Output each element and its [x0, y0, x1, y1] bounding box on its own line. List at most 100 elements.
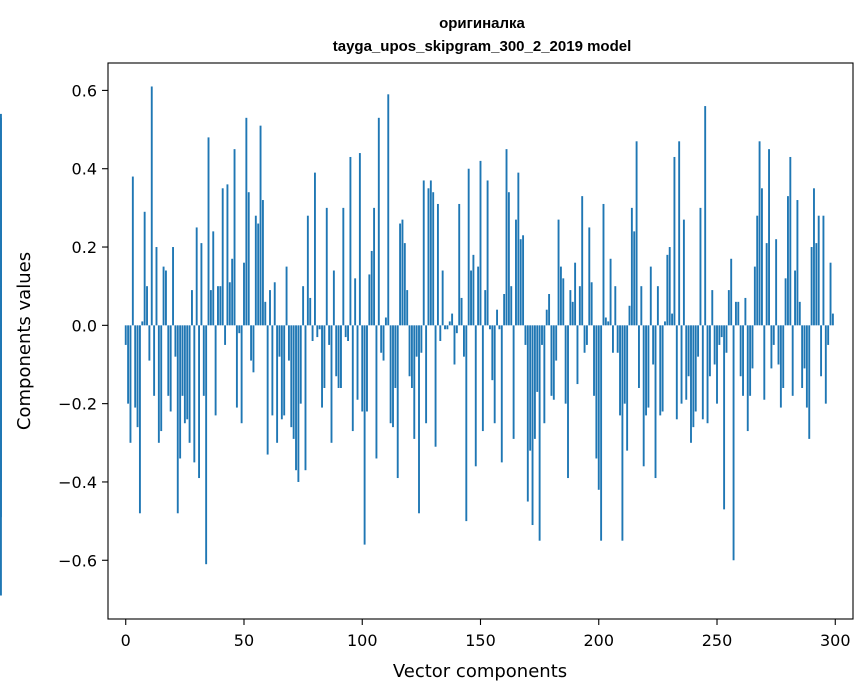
- bar: [131, 176, 134, 326]
- bar: [276, 325, 279, 443]
- bar: [704, 106, 707, 326]
- bar: [607, 321, 610, 326]
- bar: [801, 325, 804, 388]
- bar: [351, 325, 354, 432]
- bar: [517, 172, 520, 326]
- bar: [266, 325, 269, 455]
- bar: [496, 309, 498, 326]
- bar: [791, 325, 794, 396]
- chart-subtitle: tayga_upos_skipgram_300_2_2019 model: [333, 38, 632, 55]
- bar: [538, 325, 541, 541]
- bar: [503, 294, 506, 326]
- bar: [382, 325, 385, 361]
- y-tick-label: −0.4: [58, 473, 97, 492]
- bar: [477, 266, 480, 326]
- bar: [347, 325, 349, 341]
- bar: [205, 325, 208, 565]
- bar: [673, 156, 676, 326]
- bar: [616, 325, 619, 353]
- bar: [642, 325, 645, 467]
- bar: [557, 219, 560, 326]
- bar: [375, 325, 378, 459]
- bar: [422, 180, 425, 326]
- bar: [597, 325, 600, 490]
- bar: [403, 243, 406, 326]
- bar: [666, 254, 669, 326]
- bar: [590, 282, 593, 326]
- x-tick-label: 100: [347, 631, 378, 650]
- bar: [512, 325, 515, 439]
- y-tick-label: −0.2: [58, 395, 97, 414]
- bar: [427, 188, 430, 326]
- bar: [188, 325, 191, 443]
- x-tick-label: 150: [465, 631, 496, 650]
- bar: [581, 196, 584, 326]
- bar: [174, 325, 177, 357]
- bar: [623, 325, 626, 404]
- bar: [472, 254, 475, 326]
- bar: [214, 325, 217, 416]
- bar: [614, 286, 617, 326]
- y-axis-ticks: −0.6 −0.4 −0.2 0.0 0.2 0.4 0.6: [58, 81, 108, 570]
- bar: [479, 160, 482, 326]
- bar: [758, 141, 761, 326]
- bar: [408, 325, 411, 377]
- bar: [515, 219, 517, 326]
- bar: [183, 325, 186, 424]
- bar: [652, 325, 655, 365]
- bar: [261, 200, 264, 326]
- bar: [167, 325, 170, 396]
- x-axis-label: Vector components: [393, 661, 567, 682]
- bar: [559, 266, 562, 326]
- bar: [571, 301, 574, 326]
- bar: [640, 286, 643, 326]
- bar: [621, 325, 624, 541]
- bar: [630, 207, 633, 326]
- bar: [619, 325, 621, 416]
- bar: [280, 325, 283, 420]
- bar: [751, 325, 754, 369]
- bar: [467, 168, 470, 326]
- bar: [493, 325, 496, 424]
- bar: [723, 325, 726, 510]
- bar: [143, 211, 146, 326]
- bar: [649, 266, 652, 326]
- bar: [720, 325, 723, 338]
- bar: [181, 325, 184, 396]
- bar: [519, 239, 522, 326]
- bar: [314, 172, 316, 326]
- bar: [373, 207, 376, 326]
- bar: [678, 141, 681, 326]
- bar: [410, 325, 413, 388]
- bar: [273, 282, 276, 326]
- bar: [254, 215, 257, 326]
- bar: [668, 247, 671, 326]
- bar: [200, 243, 203, 326]
- bar: [148, 325, 151, 361]
- bar: [283, 325, 286, 416]
- bar: [713, 325, 716, 365]
- bar: [0, 325, 2, 596]
- bar: [425, 325, 428, 424]
- bar: [235, 325, 238, 408]
- bar: [446, 325, 449, 330]
- bar: [805, 325, 808, 408]
- bar: [645, 325, 647, 416]
- bar: [165, 270, 167, 326]
- bar: [789, 156, 792, 326]
- bar: [782, 325, 785, 388]
- bar: [396, 325, 399, 479]
- bar: [127, 325, 130, 404]
- bar: [647, 325, 650, 408]
- bar: [439, 325, 442, 341]
- bar: [507, 192, 510, 326]
- bar: [763, 325, 766, 400]
- bar: [567, 325, 569, 479]
- bar: [798, 301, 801, 326]
- bar: [0, 286, 2, 326]
- bar: [522, 235, 525, 326]
- bar: [628, 305, 631, 326]
- bar: [694, 325, 697, 412]
- bar: [136, 325, 139, 428]
